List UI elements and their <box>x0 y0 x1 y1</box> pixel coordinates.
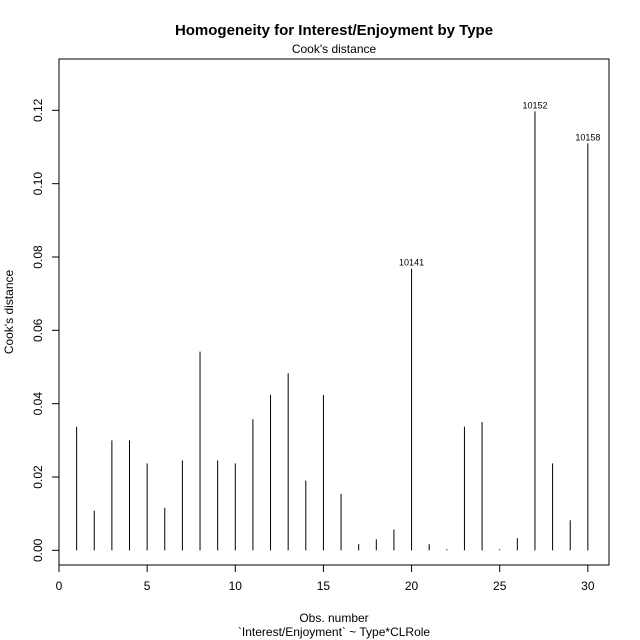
chart-title: Homogeneity for Interest/Enjoyment by Ty… <box>175 22 493 39</box>
y-tick-label: 0.12 <box>31 98 45 122</box>
point-label-10158: 10158 <box>575 132 600 142</box>
point-labels-group: 10141 10152 10158 <box>399 100 600 267</box>
y-tick-label: 0.06 <box>31 318 45 342</box>
x-tick-label: 20 <box>405 579 419 593</box>
point-label-10141: 10141 <box>399 258 424 268</box>
x-tick-label: 30 <box>581 579 595 593</box>
y-tick-label: 0.10 <box>31 172 45 196</box>
point-label-10152: 10152 <box>522 100 547 110</box>
chart-subtitle: Cook's distance <box>292 42 377 56</box>
y-tick-label: 0.08 <box>31 245 45 269</box>
plot-frame <box>58 58 610 566</box>
y-axis: 0.00 0.02 0.04 0.06 0.08 0.10 0.12 <box>31 98 60 562</box>
x-tick-label: 10 <box>229 579 243 593</box>
x-tick-label: 5 <box>144 579 151 593</box>
x-axis-sublabel: `Interest/Enjoyment` ~ Type*CLRole <box>238 625 431 639</box>
x-tick-label: 25 <box>493 579 507 593</box>
x-tick-label: 15 <box>317 579 331 593</box>
y-tick-label: 0.00 <box>31 538 45 562</box>
y-axis-label: Cook's distance <box>2 270 16 355</box>
y-tick-label: 0.04 <box>31 392 45 416</box>
x-axis: 0 5 10 15 20 25 30 <box>56 564 595 593</box>
x-tick-label: 0 <box>56 579 63 593</box>
bars-group <box>76 111 589 551</box>
y-tick-label: 0.02 <box>31 465 45 489</box>
x-axis-label: Obs. number <box>299 611 368 625</box>
